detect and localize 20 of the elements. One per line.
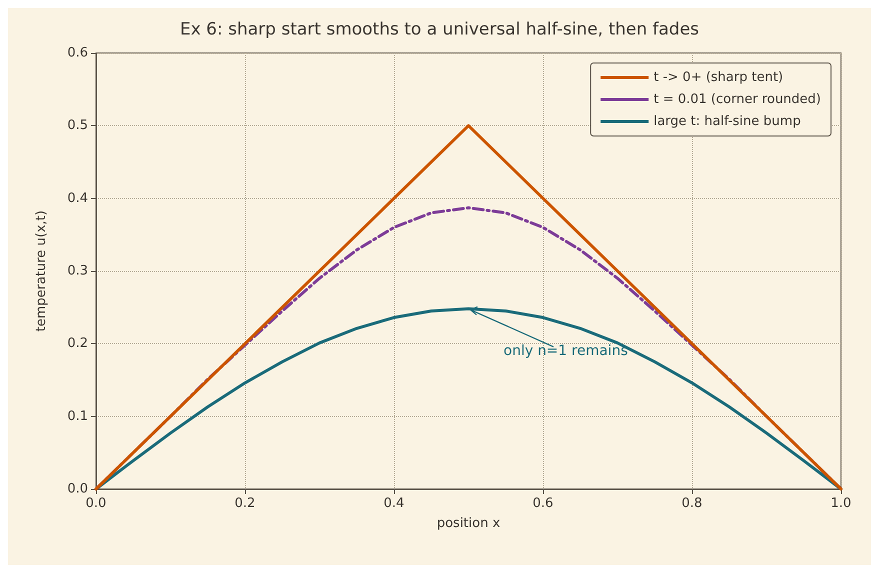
legend-label: t = 0.01 (corner rounded): [654, 92, 822, 107]
legend-label: large t: half-sine bump: [654, 114, 801, 129]
y-tick-label: 0.0: [67, 482, 88, 496]
x-tick-label: 1.0: [830, 496, 852, 511]
y-tick-label: 0.2: [67, 336, 88, 352]
y-tick-label: 0.3: [67, 264, 88, 278]
y-tick-label: 0.4: [67, 190, 88, 206]
x-tick-label: 0.6: [532, 496, 554, 511]
x-tick-label: 0.4: [384, 496, 404, 511]
x-tick-label: 0.2: [234, 496, 256, 511]
y-tick-label: 0.6: [67, 46, 88, 60]
y-axis-title: temperature u(x,t): [34, 210, 49, 332]
x-tick-label: 0.0: [86, 496, 106, 511]
y-tick-label: 0.5: [67, 118, 88, 134]
annotation: only n=1 remains: [504, 342, 628, 359]
legend-label: t -> 0+ (sharp tent): [654, 70, 784, 85]
x-tick-label: 0.8: [682, 496, 702, 511]
x-axis-title: position x: [436, 516, 500, 531]
chart-title: Ex 6: sharp start smooths to a universal half-sine, then fades: [180, 20, 700, 40]
y-tick-label: 0.1: [67, 408, 88, 424]
